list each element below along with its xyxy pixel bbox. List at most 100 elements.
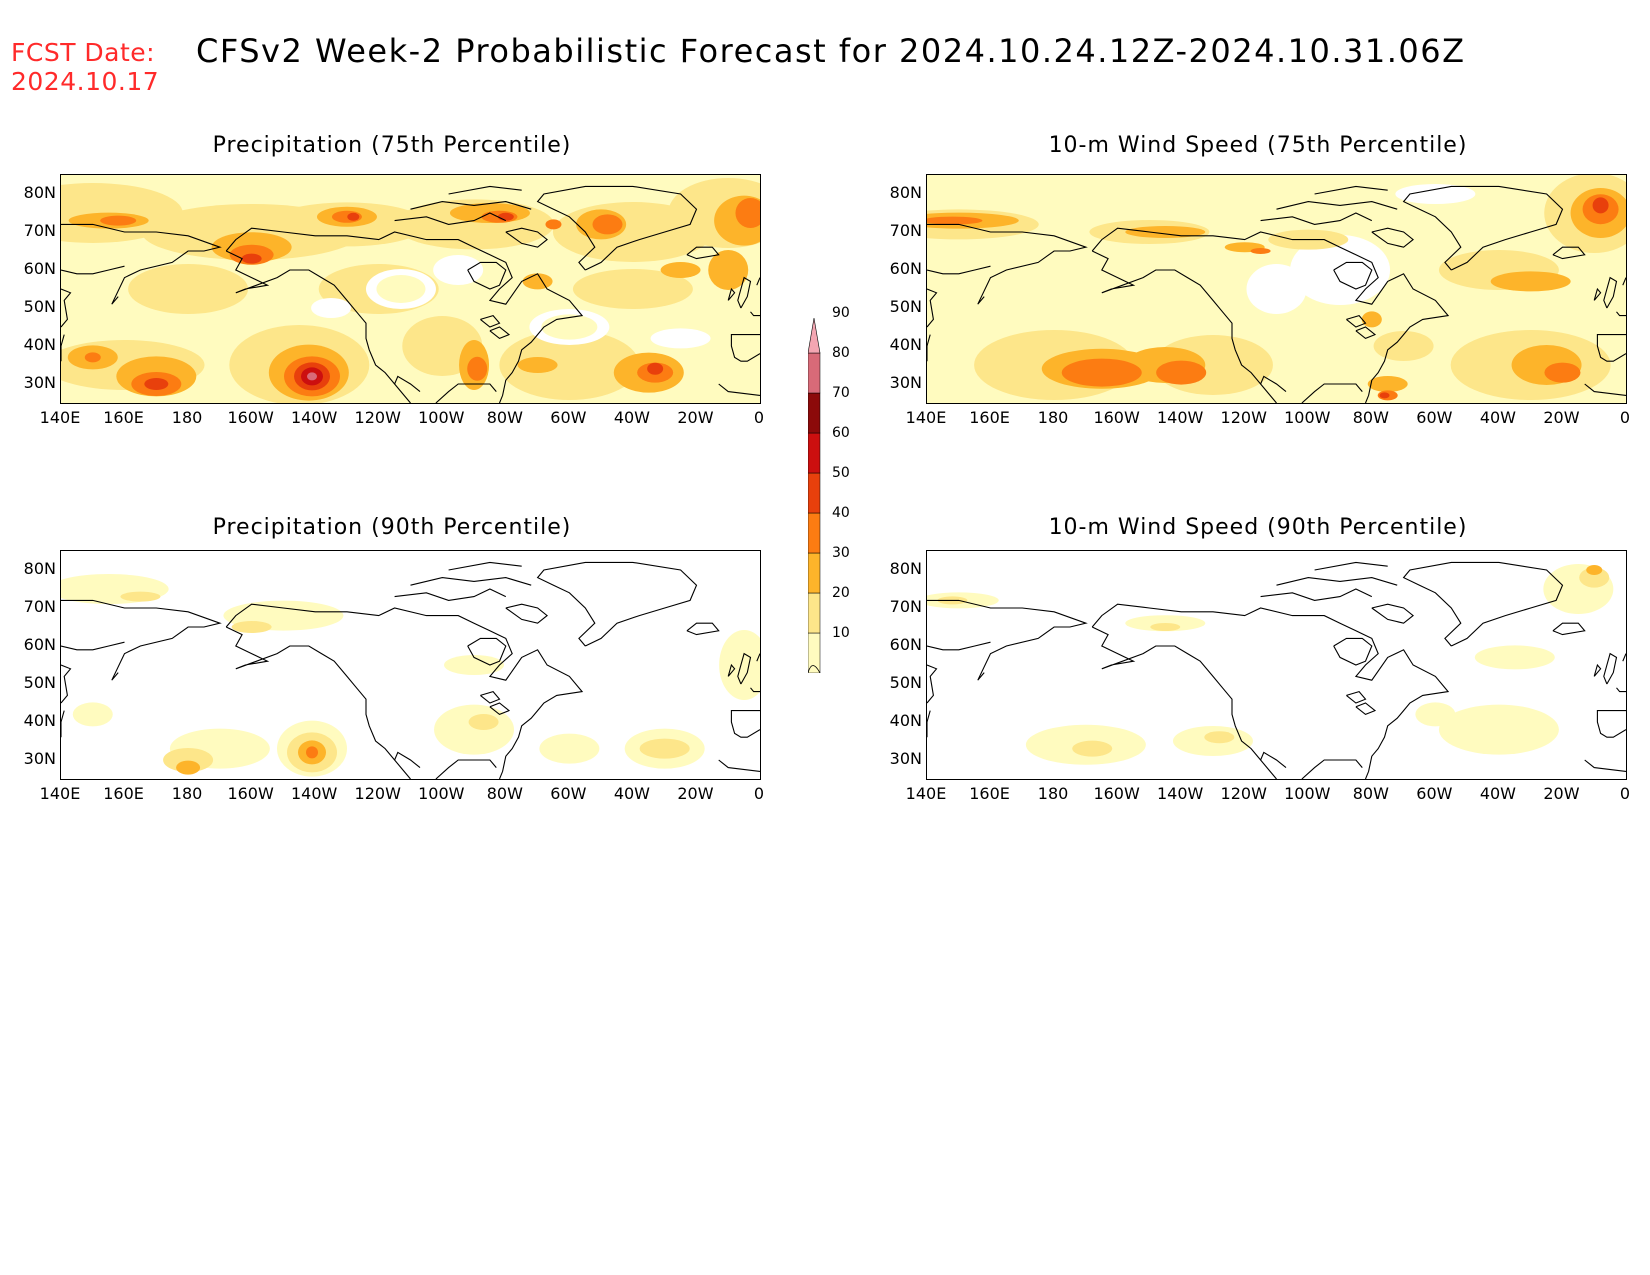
lat-tick-label: 80N — [23, 559, 56, 578]
lon-tick-label: 160W — [227, 784, 274, 803]
forecast-date-block: FCST Date: 2024.10.17 — [11, 38, 159, 96]
probability-contour — [539, 733, 600, 764]
probability-contour — [592, 214, 623, 235]
colorbar-label: 50 — [832, 465, 850, 481]
low-probability-area — [1290, 235, 1391, 305]
colorbar-label: 20 — [832, 585, 850, 601]
map-canvas — [927, 175, 1626, 403]
lat-tick-label: 80N — [889, 183, 922, 202]
probability-contour — [1250, 248, 1271, 254]
lon-tick-label: 40W — [613, 408, 650, 427]
colorbar-swatch-40 — [808, 512, 821, 554]
probability-contour — [1367, 376, 1408, 392]
lat-tick-label: 60N — [889, 259, 922, 278]
lon-tick-label: 0 — [753, 784, 765, 803]
colorbar-swatch-20 — [808, 592, 821, 634]
colorbar-swatch-30 — [808, 552, 821, 594]
probability-contour — [1438, 704, 1559, 755]
probability-contour — [347, 212, 360, 221]
lat-tick-label: 70N — [23, 597, 56, 616]
probability-contour — [1072, 740, 1113, 757]
probability-contour — [241, 253, 262, 264]
colorbar — [808, 317, 821, 673]
probability-contour — [84, 352, 101, 363]
probability-contour — [719, 630, 760, 700]
lon-tick-label: 180 — [171, 408, 203, 427]
lon-tick-label: 120W — [354, 408, 401, 427]
lat-tick-label: 70N — [889, 597, 922, 616]
probability-contour — [467, 356, 488, 381]
main-title: CFSv2 Week-2 Probabilistic Forecast for … — [196, 32, 1466, 70]
lat-tick-label: 60N — [889, 635, 922, 654]
lon-tick-label: 140W — [1156, 784, 1204, 803]
probability-contour — [1474, 645, 1555, 670]
lon-tick-label: 60W — [1416, 408, 1453, 427]
lon-tick-label: 180 — [1037, 784, 1069, 803]
probability-contour — [517, 357, 558, 373]
forecast-date-label: FCST Date: — [11, 38, 156, 67]
map-canvas — [61, 551, 760, 779]
lon-tick-label: 160W — [1093, 784, 1140, 803]
probability-contour — [1125, 226, 1206, 238]
low-probability-area — [650, 328, 711, 349]
lon-tick-label: 20W — [1543, 784, 1580, 803]
probability-contour — [499, 330, 640, 400]
lon-tick-label: 160E — [969, 784, 1010, 803]
lat-tick-label: 70N — [23, 221, 56, 240]
map-precip-90 — [60, 550, 761, 780]
colorbar-swatch-90 — [808, 317, 821, 354]
forecast-date-value: 2024.10.17 — [11, 67, 160, 96]
probability-contour — [1579, 567, 1610, 588]
probability-contour — [306, 746, 319, 759]
lat-tick-label: 50N — [889, 673, 922, 692]
lat-tick-label: 60N — [23, 635, 56, 654]
probability-contour — [72, 702, 113, 727]
lat-tick-label: 30N — [889, 749, 922, 768]
lon-tick-label: 100W — [418, 784, 465, 803]
panel-title-precip-75: Precipitation (75th Percentile) — [212, 133, 572, 158]
coastline — [61, 185, 760, 403]
panel-title-wind-90: 10-m Wind Speed (90th Percentile) — [1048, 515, 1468, 540]
probability-contour — [1361, 311, 1382, 328]
probability-contour — [660, 262, 701, 278]
probability-contour — [735, 198, 760, 228]
lon-tick-label: 80W — [1352, 408, 1389, 427]
panel-title-precip-90: Precipitation (90th Percentile) — [212, 515, 572, 540]
lon-tick-label: 140W — [290, 408, 338, 427]
probability-contour — [522, 273, 553, 290]
probability-contour — [639, 738, 690, 759]
probability-contour — [1204, 731, 1235, 744]
colorbar-label: 90 — [832, 305, 850, 321]
probability-contour — [100, 215, 137, 226]
lon-tick-label: 0 — [1619, 408, 1631, 427]
probability-contour — [1490, 271, 1571, 292]
lat-tick-label: 40N — [889, 711, 922, 730]
probability-contour — [1373, 331, 1434, 361]
lat-tick-label: 80N — [23, 183, 56, 202]
lon-tick-label: 100W — [1284, 408, 1331, 427]
colorbar-label: 60 — [832, 425, 850, 441]
colorbar-swatch-50 — [808, 472, 821, 514]
probability-contour — [468, 714, 499, 730]
lon-tick-label: 100W — [1284, 784, 1331, 803]
probability-contour — [120, 591, 161, 602]
probability-contour — [376, 275, 426, 303]
probability-contour — [434, 704, 515, 755]
lon-tick-label: 160E — [103, 408, 144, 427]
probability-contour — [1156, 360, 1207, 385]
lon-tick-label: 120W — [1220, 784, 1267, 803]
map-canvas — [61, 175, 760, 403]
coastline — [61, 561, 760, 779]
probability-contour — [541, 314, 598, 340]
panel-title-wind-75: 10-m Wind Speed (75th Percentile) — [1048, 133, 1468, 158]
low-probability-area — [311, 298, 352, 318]
lat-tick-label: 60N — [23, 259, 56, 278]
lat-tick-label: 80N — [889, 559, 922, 578]
colorbar-label: 40 — [832, 505, 850, 521]
lat-tick-label: 70N — [889, 221, 922, 240]
colorbar-label: 30 — [832, 545, 850, 561]
lon-tick-label: 40W — [1479, 784, 1516, 803]
colorbar-lower-end — [808, 665, 821, 673]
lon-tick-label: 20W — [677, 784, 714, 803]
lon-tick-label: 180 — [1037, 408, 1069, 427]
